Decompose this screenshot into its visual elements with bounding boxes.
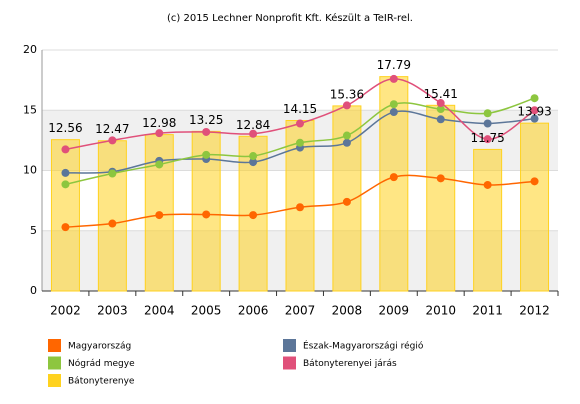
point	[296, 203, 304, 212]
x-tick-label: 2010	[425, 304, 456, 318]
data-label: 12.98	[142, 116, 176, 130]
y-tick-label: 0	[30, 284, 37, 297]
bar	[97, 140, 127, 292]
point	[436, 115, 445, 124]
point	[436, 105, 445, 114]
point	[108, 219, 117, 228]
legend-swatch	[283, 356, 296, 370]
bar	[473, 148, 503, 292]
data-label: 11.75	[470, 131, 504, 145]
y-tick-label: 5	[30, 224, 37, 237]
point	[342, 131, 351, 140]
y-tick-label: 15	[23, 103, 37, 116]
legend-swatch	[48, 374, 61, 387]
legend-swatch	[48, 356, 61, 370]
point	[436, 174, 445, 183]
point	[61, 145, 70, 154]
point	[342, 197, 351, 206]
bar	[520, 122, 550, 292]
data-label: 17.79	[377, 58, 411, 72]
bar	[426, 104, 456, 292]
x-tick-label: 2003	[97, 304, 128, 318]
x-tick-label: 2005	[191, 304, 222, 318]
point	[61, 180, 70, 189]
point	[249, 152, 258, 161]
point	[108, 136, 117, 145]
data-label: 12.56	[48, 121, 82, 135]
legend-label: Magyarország	[68, 342, 131, 352]
legend-swatch	[283, 339, 296, 352]
legend-swatch	[48, 339, 61, 352]
point	[155, 129, 164, 138]
point	[108, 169, 117, 178]
x-tick-label: 2008	[332, 304, 363, 318]
x-tick-label: 2009	[379, 304, 410, 318]
point	[249, 129, 258, 138]
point	[530, 114, 539, 123]
y-tick-label: 20	[23, 43, 37, 56]
y-tick-label: 10	[23, 164, 37, 177]
point	[389, 108, 398, 117]
point	[530, 106, 539, 115]
data-label: 13.93	[517, 105, 551, 119]
data-label: 13.25	[189, 113, 223, 127]
point	[61, 223, 70, 232]
x-tick-label: 2002	[50, 304, 81, 318]
legend-label: Bátonyterenye	[68, 377, 135, 387]
point	[202, 127, 211, 136]
point	[483, 119, 492, 128]
x-tick-label: 2012	[519, 304, 550, 318]
point	[436, 99, 445, 108]
point	[155, 211, 164, 220]
point	[530, 94, 539, 103]
legend-label: Nógrád megye	[68, 358, 135, 369]
point	[249, 211, 258, 220]
bar	[50, 139, 80, 292]
point	[342, 101, 351, 110]
legend-label: Észak-Magyarországi régió	[303, 340, 424, 352]
point	[342, 138, 351, 147]
point	[202, 210, 211, 219]
point	[483, 135, 492, 144]
point	[249, 158, 258, 167]
x-tick-label: 2011	[472, 304, 503, 318]
point	[483, 109, 492, 118]
point	[202, 150, 211, 159]
point	[296, 119, 304, 128]
point	[155, 160, 164, 169]
data-label: 15.41	[424, 87, 458, 101]
x-tick-label: 2006	[238, 304, 269, 318]
legend-label: Bátonyterenyei járás	[303, 359, 397, 369]
data-label: 12.84	[236, 118, 270, 132]
data-label: 15.36	[330, 87, 364, 101]
data-label: 12.47	[95, 122, 129, 136]
x-tick-label: 2004	[144, 304, 175, 318]
data-label: 14.15	[283, 102, 317, 116]
point	[483, 180, 492, 189]
point	[389, 74, 398, 83]
point	[389, 173, 398, 182]
x-tick-label: 2007	[285, 304, 316, 318]
chart-title: (c) 2015 Lechner Nonprofit Kft. Készült …	[167, 12, 413, 24]
point	[530, 177, 539, 186]
point	[296, 138, 304, 147]
point	[389, 100, 398, 109]
point	[61, 168, 70, 177]
